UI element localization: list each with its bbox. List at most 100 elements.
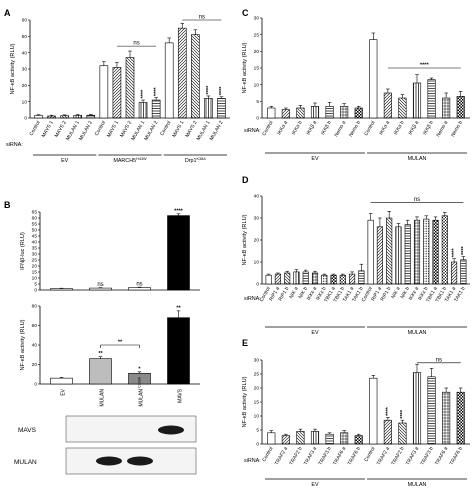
bar-mavs <box>167 215 190 291</box>
category-label: IKKα a <box>276 120 289 136</box>
category-label: NIK b <box>298 286 310 300</box>
group-label-march5: MARCH5H43W <box>113 157 147 164</box>
bar-mulan-1 <box>138 102 148 119</box>
bar-control <box>267 107 276 119</box>
category-label: MULAN <box>139 389 145 407</box>
y-tick-label: 10 <box>254 260 260 266</box>
y-tick-label: 15 <box>254 66 260 72</box>
bar-ikk-a <box>413 219 421 285</box>
chart-b-nfkb: 0 20 40 60 80 NF-κB activity (RLU) EV ** MULAN * M… <box>20 304 200 407</box>
bar-nemo-b <box>456 96 465 119</box>
bar-mulan-1 <box>73 115 83 119</box>
category-label: TRAF6 b <box>347 446 362 467</box>
category-label: TRAF2 b <box>288 446 303 467</box>
blot-band-mulan-lane3 <box>127 456 153 466</box>
blot-label-mulan: MULAN <box>14 459 37 466</box>
category-label: TRAF3 a <box>303 446 318 467</box>
significance-label: **** <box>219 86 225 96</box>
y-tick-label: 20 <box>254 238 260 244</box>
bar-rip1-b <box>284 272 291 285</box>
significance-label: **** <box>385 406 391 416</box>
bar-traf6-a <box>340 432 349 445</box>
bar-nik-a <box>293 271 300 285</box>
bar-ikk-a <box>311 272 319 285</box>
y-axis-label: NF-κB activity (RLU) <box>242 376 248 427</box>
bar-ikk-a <box>412 82 422 119</box>
significance-label: **** <box>461 245 467 255</box>
panel-label-b: B <box>4 200 11 210</box>
category-label: Nemo a <box>333 120 347 138</box>
sirna-row-label: siRNA: <box>6 142 23 148</box>
bar-nik-a <box>395 226 402 285</box>
category-label: IKKβ a <box>305 120 318 136</box>
y-tick-label: 35 <box>32 246 38 252</box>
bar-ikk-a <box>281 109 290 119</box>
y-tick-label: 30 <box>254 358 260 364</box>
y-tick-label: 10 <box>254 414 260 420</box>
y-tick-label: 60 <box>22 18 28 24</box>
bar-control <box>265 274 272 285</box>
bar-traf6-b <box>456 391 465 445</box>
y-tick-label: 25 <box>254 32 260 38</box>
y-tick-label: 60 <box>32 216 38 222</box>
category-label: Control <box>363 446 376 463</box>
bar-tbk1-b <box>441 215 448 285</box>
bar-traf3-a <box>310 431 320 445</box>
bar-ikk-a <box>383 92 392 119</box>
bar-nemo-a <box>340 106 349 119</box>
group-label-ev: EV <box>61 158 69 164</box>
group-label-ev: EV <box>311 330 319 336</box>
category-label: MULAN <box>100 389 106 407</box>
y-tick-label: 65 <box>32 210 38 216</box>
bar-ikk-b <box>321 274 328 285</box>
y-tick-label: 25 <box>254 372 260 378</box>
bar-mulan-c339a <box>128 287 151 291</box>
y-tick-label: 30 <box>254 216 260 222</box>
significance-label: **** <box>400 409 406 419</box>
bar-control <box>34 115 43 119</box>
group-label-mulan: MULAN <box>408 330 427 336</box>
significance-label: ns <box>97 282 103 288</box>
group-label-superscript: H43W <box>136 157 147 161</box>
bar-ikk-b <box>427 79 436 119</box>
category-label: NIK a <box>390 286 402 300</box>
y-axis-label: NF-κB activity (RLU) <box>242 214 248 265</box>
category-label: TRAF3 b <box>420 446 435 467</box>
category-label: Nemo b <box>348 120 362 138</box>
y-tick-label: 55 <box>32 222 38 228</box>
bar-tak1-a <box>451 261 458 285</box>
category-label: NIK b <box>400 286 412 300</box>
bar-traf3-b <box>325 433 334 445</box>
category-label: IKKβ b <box>320 120 333 136</box>
significance-bracket-label: ** <box>118 340 123 346</box>
y-tick-label: 40 <box>32 343 38 349</box>
y-tick-label: 5 <box>34 282 37 288</box>
y-tick-label: 10 <box>32 276 38 282</box>
chart-a-nfkb: 0 10 20 30 40 50 60 NF-κB activity (RLU) Control… <box>6 15 230 164</box>
y-tick-label: 40 <box>254 194 260 200</box>
y-axis-label: NF-κB activity (RLU) <box>10 43 16 94</box>
sirna-row-label: siRNA: <box>244 296 261 302</box>
bar-rip1-a <box>274 273 281 285</box>
y-tick-label: 20 <box>32 264 38 270</box>
category-label: MAVS <box>178 388 184 402</box>
bar-tbk1-a <box>330 274 337 285</box>
category-label: Control <box>159 120 172 137</box>
y-tick-label: 25 <box>32 258 38 264</box>
category-superscript: C339A <box>138 376 142 388</box>
category-label: Control <box>29 120 42 137</box>
bar-nemo-a <box>442 97 451 119</box>
category-label: TRAF2 a <box>274 446 289 467</box>
bar-tak1-b <box>358 270 365 285</box>
bar-tak1-b <box>460 259 467 285</box>
significance-label: **** <box>452 248 458 258</box>
y-tick-label: 0 <box>256 282 259 288</box>
y-axis-label: NF-κB activity (RLU) <box>242 42 248 93</box>
y-tick-label: 50 <box>22 34 28 40</box>
y-tick-label: 20 <box>32 362 38 368</box>
y-tick-label: 20 <box>254 386 260 392</box>
category-label: TRAF2 b <box>390 446 405 467</box>
bar-control <box>267 432 276 445</box>
